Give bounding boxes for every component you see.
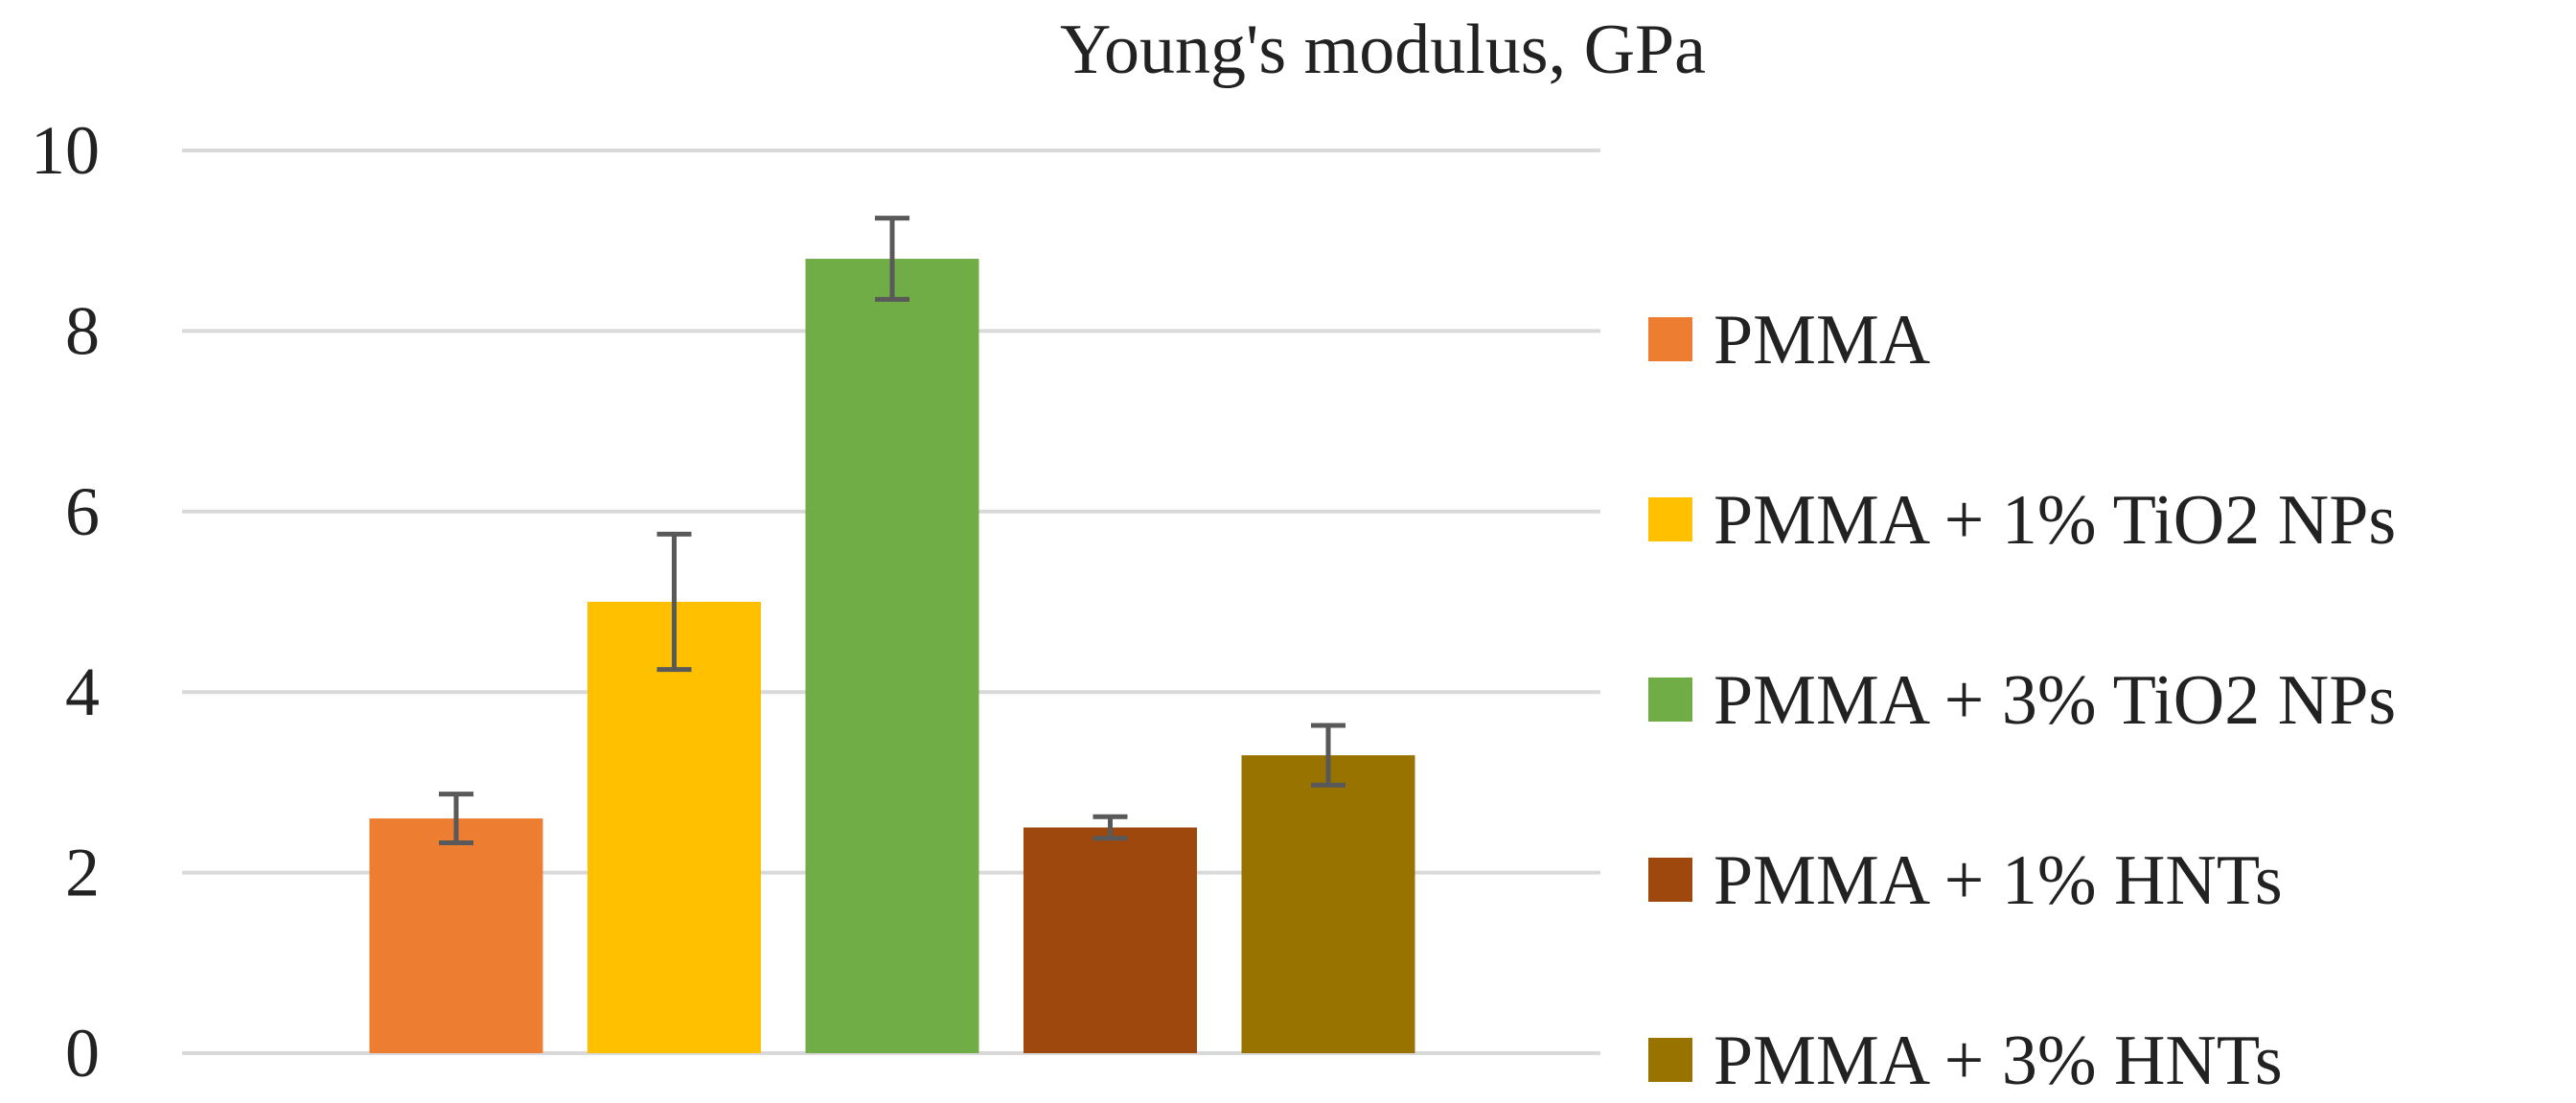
legend-item: PMMA + 3% TiO2 NPs: [1648, 661, 2396, 740]
error-bar: [656, 531, 692, 673]
legend-swatch: [1648, 317, 1692, 361]
legend-item: PMMA + 1% TiO2 NPs: [1648, 481, 2396, 560]
bar-pmma-3-hnts: [1241, 755, 1415, 1053]
y-tick-label: 2: [65, 835, 100, 911]
bars: [369, 259, 1415, 1053]
error-bar: [1311, 723, 1346, 788]
legend-label: PMMA + 1% HNTs: [1714, 841, 2283, 920]
bar-pmma-1-hnts: [1024, 827, 1197, 1053]
chart-title: Young's modulus, GPa: [1060, 11, 1706, 89]
legend-item: PMMA: [1648, 301, 1930, 379]
legend-label: PMMA + 1% TiO2 NPs: [1714, 481, 2396, 560]
legend-swatch: [1648, 1038, 1692, 1082]
legend-swatch: [1648, 858, 1692, 902]
legend-item: PMMA + 3% HNTs: [1648, 1022, 2283, 1100]
legend: PMMA PMMA + 1% TiO2 NPs PMMA + 3% TiO2 NPs…: [1648, 301, 2396, 1100]
legend-swatch: [1648, 678, 1692, 722]
bar-pmma-1-tio2-nps: [587, 602, 761, 1053]
y-tick-label: 4: [65, 654, 100, 730]
legend-label: PMMA + 3% HNTs: [1714, 1022, 2283, 1098]
legend-label: PMMA: [1714, 301, 1930, 379]
bar-pmma-3-tio2-nps: [805, 259, 979, 1053]
y-tick-label: 8: [65, 292, 100, 369]
legend-item: PMMA + 1% HNTs: [1648, 841, 2283, 920]
bar-pmma: [369, 818, 543, 1053]
error-bar: [1092, 814, 1128, 841]
y-tick-label: 6: [65, 473, 100, 550]
error-bar: [875, 216, 909, 302]
y-axis-tick-labels: 0 2 4 6 8 10: [31, 112, 100, 1092]
y-tick-label: 10: [31, 112, 100, 189]
legend-swatch: [1648, 497, 1692, 541]
error-bars: [439, 216, 1346, 846]
legend-label: PMMA + 3% TiO2 NPs: [1714, 661, 2396, 740]
y-tick-label: 0: [65, 1015, 100, 1092]
error-bar: [439, 792, 473, 846]
